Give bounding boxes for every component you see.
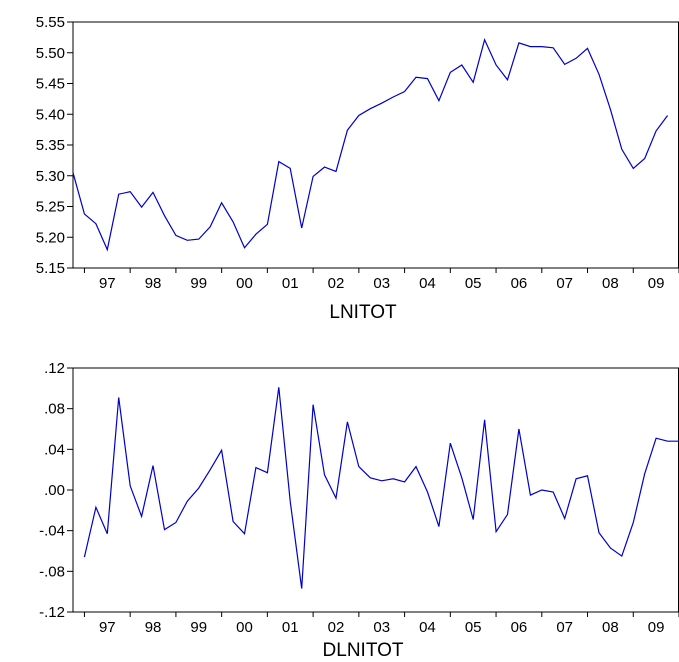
x-tick-label: 04 <box>419 619 436 636</box>
x-tick-label: 01 <box>282 619 299 636</box>
y-tick-label: .00 <box>44 482 65 499</box>
x-tick-label: 04 <box>419 275 436 292</box>
series-line-1 <box>83 387 679 589</box>
y-tick-label: -.12 <box>39 604 65 621</box>
x-tick-label: 08 <box>602 275 619 292</box>
y-tick-label: 5.40 <box>36 106 65 123</box>
x-tick-label: 05 <box>465 275 482 292</box>
y-tick-label: .12 <box>44 360 65 377</box>
y-tick-label: 5.35 <box>36 137 65 154</box>
y-tick-label: -.08 <box>39 563 65 580</box>
y-tick-label: -.04 <box>39 523 65 540</box>
chart-title: DLNITOT <box>323 640 404 661</box>
plot-frame <box>72 21 679 269</box>
x-tick-label: 97 <box>99 619 116 636</box>
x-tick-label: 05 <box>465 619 482 636</box>
x-tick-label: 08 <box>602 619 619 636</box>
x-tick-label: 01 <box>282 275 299 292</box>
x-tick-label: 07 <box>556 619 573 636</box>
x-tick-label: 03 <box>373 619 390 636</box>
chart-panel-1: 5.15 5.20 5.25 5.30 5.35 5.40 5.45 5.50 5.55 97 98… <box>36 14 679 323</box>
y-tick-label: .08 <box>44 401 65 418</box>
x-tick-label: 00 <box>236 619 253 636</box>
y-tick-label: 5.30 <box>36 168 65 185</box>
y-tick-label: 5.25 <box>36 199 65 216</box>
x-tick-label: 06 <box>511 275 528 292</box>
y-tick-label: .04 <box>44 441 65 458</box>
y-tick-label: 5.45 <box>36 76 65 93</box>
y-tick-label: 5.55 <box>36 14 65 31</box>
x-tick-label: 02 <box>328 619 345 636</box>
x-tick-label: 09 <box>648 619 665 636</box>
x-tick-label: 99 <box>190 275 207 292</box>
y-tick-label: 5.20 <box>36 229 65 246</box>
y-tick-label: 5.50 <box>36 45 65 62</box>
x-tick-label: 02 <box>328 275 345 292</box>
x-tick-label: 98 <box>145 275 162 292</box>
y-tick-label: 5.15 <box>36 260 65 277</box>
plot-frame <box>72 367 679 613</box>
x-tick-label: 97 <box>99 275 116 292</box>
chart-title: LNITOT <box>329 302 397 323</box>
x-tick-label: 00 <box>236 275 253 292</box>
x-tick-label: 98 <box>145 619 162 636</box>
x-tick-label: 03 <box>373 275 390 292</box>
x-tick-label: 09 <box>648 275 665 292</box>
chart-panel-2: -.12 -.08 -.04 .00 .04 .08 .12 97 98 99 00 01 02 03 04… <box>39 360 679 661</box>
x-tick-label: 99 <box>190 619 207 636</box>
series-line-1 <box>72 38 669 252</box>
x-tick-label: 06 <box>511 619 528 636</box>
x-tick-label: 07 <box>556 275 573 292</box>
